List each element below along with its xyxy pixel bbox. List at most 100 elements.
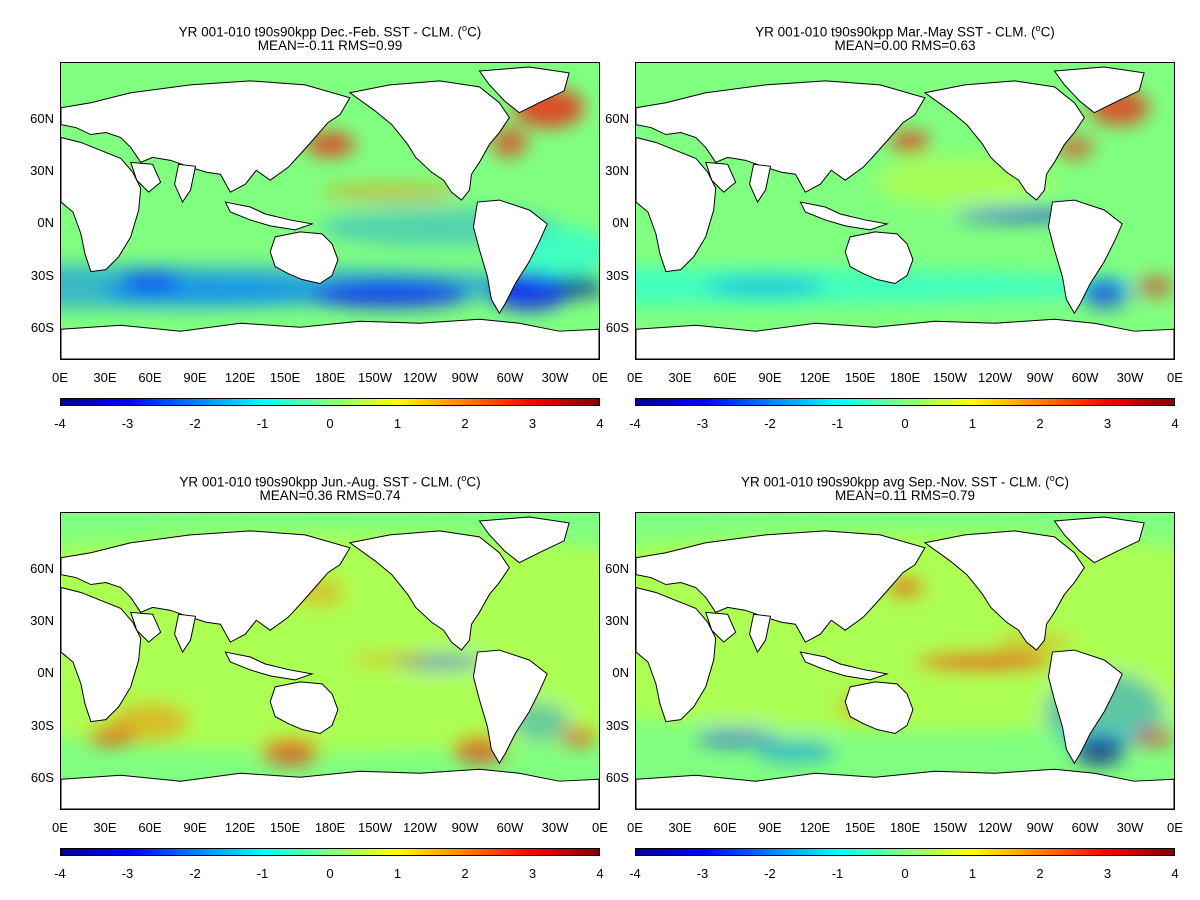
anomaly-region — [1134, 276, 1174, 297]
colorbar-gradient — [61, 399, 599, 405]
colorbar-tick-label: 0 — [326, 866, 334, 881]
panel-title: YR 001-010 t90s90kpp Mar.-May SST - CLM.… — [755, 23, 1055, 40]
lon-tick-label: 150W — [933, 370, 967, 385]
colorbar-tick-label: 2 — [1036, 416, 1044, 431]
lon-tick-label: 30W — [1116, 820, 1144, 835]
colorbar-tick-label: -3 — [696, 866, 709, 881]
lon-tick-label: 120E — [799, 820, 831, 835]
lon-tick-label: 90W — [451, 820, 479, 835]
lat-tick-label: 60S — [30, 770, 54, 785]
colorbar-tick-label: 3 — [528, 866, 537, 881]
lon-tick-label: 150E — [844, 820, 876, 835]
colorbar-tick-label: 4 — [596, 416, 604, 431]
lon-tick-label: 150W — [358, 820, 392, 835]
lon-tick-label: 90E — [183, 370, 207, 385]
sst-anomaly-map — [60, 62, 600, 360]
land-mass — [61, 318, 599, 359]
lon-tick-label: 0E — [627, 370, 643, 385]
lon-tick-label: 30E — [668, 820, 692, 835]
anomaly-region — [954, 208, 1075, 220]
land-mass — [636, 768, 1174, 809]
lon-tick-label: 0E — [52, 820, 68, 835]
lon-tick-label: 120E — [224, 820, 256, 835]
colorbar-tick-label: -2 — [764, 866, 776, 881]
lon-tick-label: 150E — [269, 370, 301, 385]
lat-tick-label: 0N — [612, 665, 629, 680]
panel-title: YR 001-010 t90s90kpp avg Sep.-Nov. SST -… — [741, 473, 1069, 490]
land-mass — [472, 199, 548, 315]
colorbar — [60, 848, 600, 856]
lat-tick-label: 30S — [605, 268, 629, 283]
lat-tick-label: 30N — [30, 163, 54, 178]
land-mass — [636, 80, 926, 193]
map-canvas — [636, 513, 1174, 809]
lon-tick-label: 90E — [758, 820, 782, 835]
lon-tick-label: 30E — [668, 370, 692, 385]
land-mass — [636, 318, 1174, 359]
colorbar — [60, 398, 600, 406]
anomaly-region — [1074, 736, 1125, 767]
anomaly-region — [1134, 726, 1174, 747]
lon-tick-label: 150E — [844, 370, 876, 385]
colorbar-gradient — [636, 399, 1174, 405]
lat-tick-label: 0N — [37, 665, 54, 680]
colorbar-tick-label: 4 — [1171, 866, 1179, 881]
lat-tick-label: 0N — [37, 215, 54, 230]
lon-tick-label: 30W — [541, 370, 569, 385]
anomaly-region — [260, 737, 321, 766]
land-mass — [844, 231, 914, 285]
lat-tick-label: 30N — [605, 613, 629, 628]
colorbar-tick-label: -1 — [256, 866, 269, 881]
lon-tick-label: 150W — [933, 820, 967, 835]
anomaly-region — [914, 652, 1055, 672]
lat-tick-label: 30S — [30, 268, 54, 283]
anomaly-region — [695, 726, 776, 747]
panel-stats: MEAN=0.00 RMS=0.63 — [834, 38, 976, 53]
lat-tick-label: 60S — [605, 320, 629, 335]
land-mass — [224, 201, 315, 231]
lon-tick-label: 120W — [403, 370, 437, 385]
colorbar-tick-label: -1 — [256, 416, 269, 431]
lon-tick-label: 60E — [713, 370, 737, 385]
land-mass — [844, 681, 914, 735]
lon-tick-label: 90W — [451, 370, 479, 385]
lon-tick-label: 120W — [978, 370, 1012, 385]
colorbar — [635, 848, 1175, 856]
lon-tick-label: 0E — [592, 820, 608, 835]
anomaly-region — [491, 127, 528, 158]
colorbar-tick-label: 1 — [393, 866, 402, 881]
lat-tick-label: 60N — [605, 111, 629, 126]
lat-tick-label: 60S — [605, 770, 629, 785]
anomaly-region — [755, 739, 836, 764]
anomaly-region — [559, 726, 599, 747]
colorbar-tick-label: -1 — [831, 866, 844, 881]
lat-tick-label: 30N — [605, 163, 629, 178]
sst-anomaly-map — [635, 512, 1175, 810]
land-mass — [61, 586, 142, 723]
land-mass — [348, 80, 510, 201]
anomaly-region — [554, 274, 599, 299]
lon-tick-label: 180E — [314, 820, 346, 835]
lon-tick-label: 60E — [138, 820, 162, 835]
anomaly-region — [120, 271, 181, 292]
land-mass — [224, 651, 315, 681]
land-mass — [61, 136, 142, 273]
map-canvas — [61, 513, 599, 809]
lon-tick-label: 150W — [358, 370, 392, 385]
land-mass — [269, 231, 339, 285]
colorbar-fill — [61, 849, 599, 855]
map-canvas — [636, 63, 1174, 359]
anomaly-region — [320, 184, 460, 201]
colorbar-fill — [61, 399, 599, 405]
lon-tick-label: 120E — [799, 370, 831, 385]
colorbar-tick-label: -4 — [54, 866, 66, 881]
lon-tick-label: 30E — [93, 370, 117, 385]
land-mass — [636, 530, 926, 643]
land-mass — [61, 768, 599, 809]
colorbar-tick-label: -3 — [121, 416, 134, 431]
colorbar-tick-label: 4 — [596, 866, 604, 881]
colorbar-tick-label: 1 — [393, 416, 402, 431]
lon-tick-label: 90W — [1026, 370, 1054, 385]
lon-tick-label: 180E — [889, 820, 921, 835]
colorbar-tick-label: -2 — [189, 866, 201, 881]
